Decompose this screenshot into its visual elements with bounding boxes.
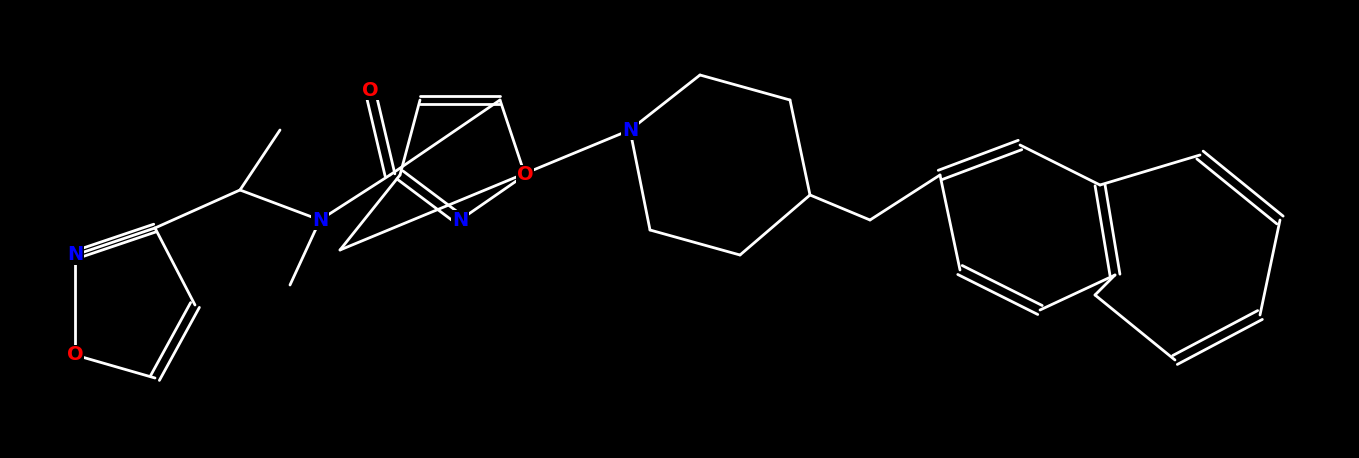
Text: N: N [622,120,639,140]
Text: N: N [67,245,83,265]
Text: O: O [516,165,533,185]
Text: O: O [67,345,83,365]
Text: N: N [453,211,467,229]
Text: N: N [311,211,328,229]
Text: O: O [361,81,378,99]
